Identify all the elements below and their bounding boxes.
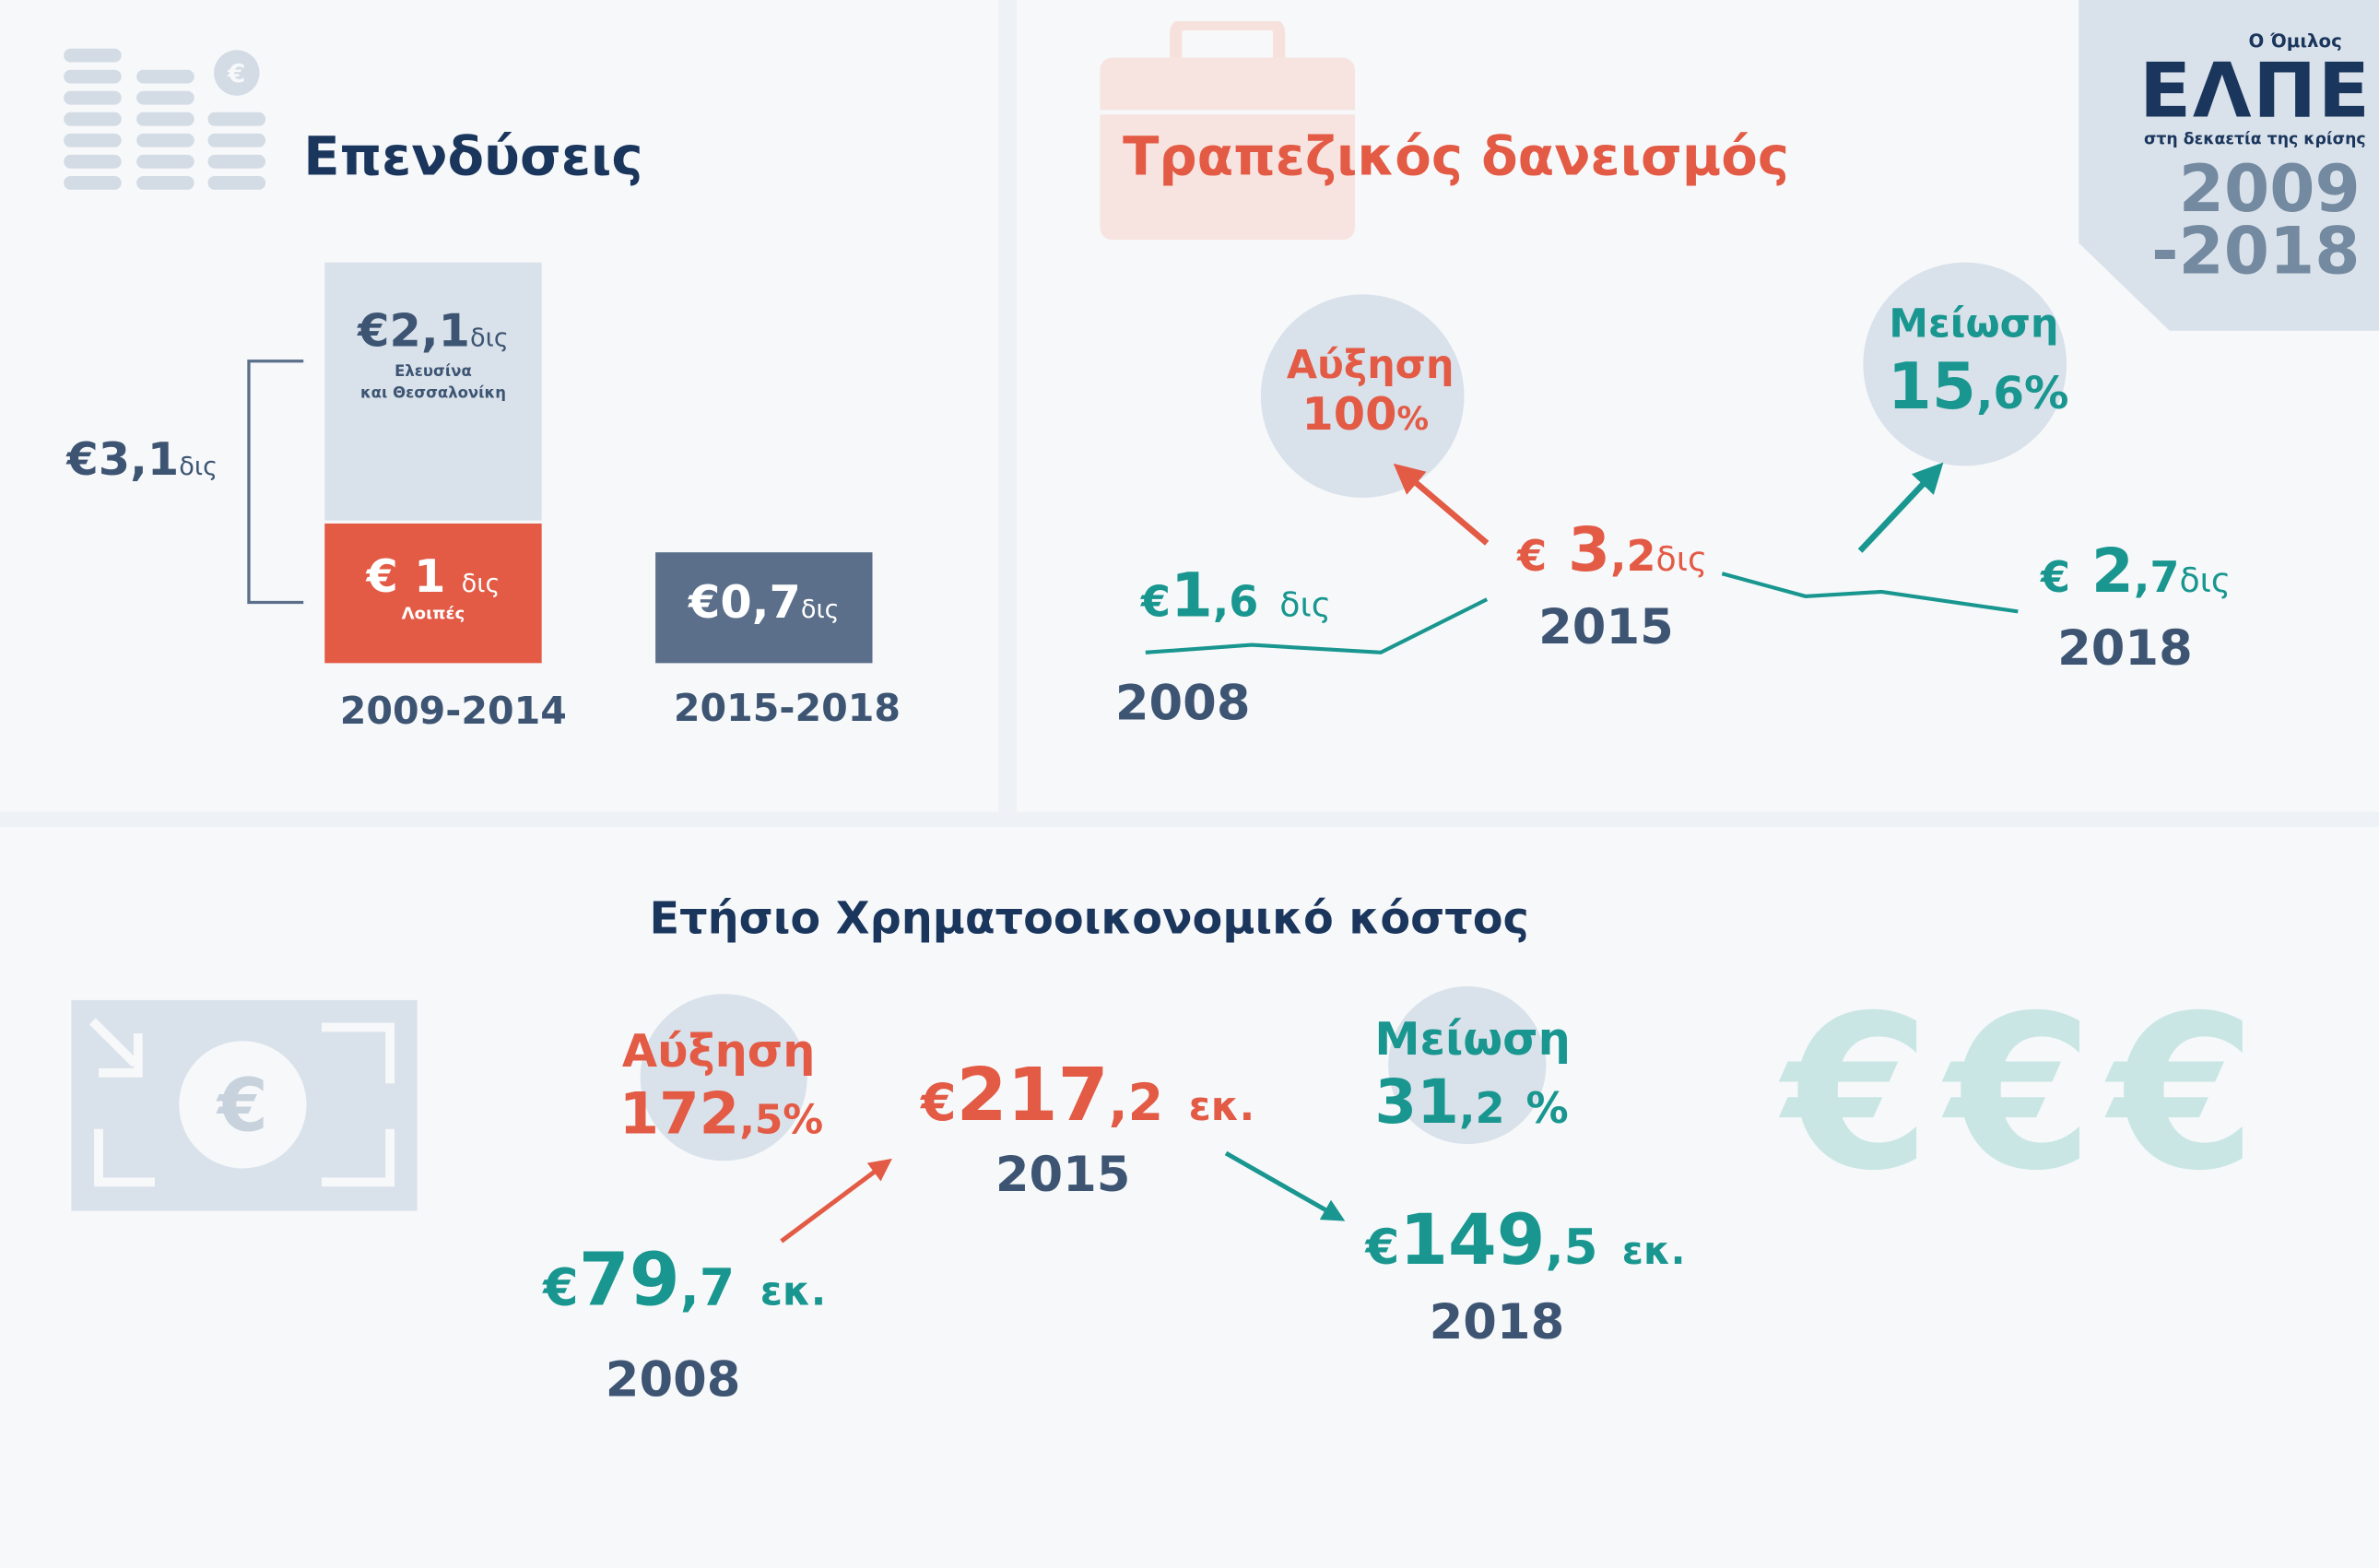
period-label: 2015-2018 xyxy=(673,686,901,730)
cost-increase-circle xyxy=(640,994,807,1161)
cost-decrease-arrow xyxy=(1224,1150,1346,1221)
loans-line-2008-2015 xyxy=(1145,597,1489,654)
cost-value-2015: €217,2 εκ. xyxy=(921,1053,1255,1138)
logo-tagline: στη δεκαετία της κρίσης xyxy=(2143,130,2366,149)
bar-segment-elefsina-thessaloniki: €2,1δις Ελευσίνα και Θεσσαλονίκη xyxy=(324,262,542,521)
cost-year-2018: 2018 xyxy=(1429,1292,1565,1351)
loans-line-2015-2018 xyxy=(1721,572,2019,614)
cost-value-2018: €149,5 εκ. xyxy=(1365,1198,1686,1281)
briefcase-icon xyxy=(1100,21,1355,241)
logo-small: Ο Όμιλος xyxy=(2248,29,2342,52)
logo-panel xyxy=(2079,0,2379,331)
divider-vertical xyxy=(998,0,1017,812)
cost-increase-arrow xyxy=(780,1158,892,1244)
period-label: 2009-2014 xyxy=(339,689,567,734)
bar-segment-other: € 1 δις Λοιπές xyxy=(324,523,542,664)
loans-increase-value: 100% xyxy=(1301,388,1430,442)
svg-text:€: € xyxy=(227,58,245,88)
loans-increase-arrow xyxy=(1393,463,1490,546)
investments-total: €3,1δις xyxy=(66,433,218,488)
cost-decrease-circle xyxy=(1388,985,1547,1145)
cost-decrease-value: 31,2 % xyxy=(1374,1067,1569,1138)
bracket xyxy=(247,360,304,605)
euro-decoration: €€€ xyxy=(1783,971,2272,1219)
coins-euro-icon: € xyxy=(64,48,266,190)
loans-title: Τραπεζικός δανεισμός xyxy=(1123,127,1790,189)
decrease-circle xyxy=(1863,262,2067,466)
loans-value-2015: € 3,2δις xyxy=(1517,515,1708,586)
loans-value-2018: € 2,7δις xyxy=(2041,536,2232,607)
cost-value-2008: €79,7 εκ. xyxy=(543,1238,827,1324)
investments-title: Επενδύσεις xyxy=(303,127,643,189)
cost-year-2008: 2008 xyxy=(605,1350,741,1409)
logo-brand: ΕΛΠΕ xyxy=(2139,47,2372,136)
loans-year-2018: 2018 xyxy=(2057,619,2193,678)
cost-increase-value: 172,5% xyxy=(618,1080,824,1148)
banknote-euro-icon: € xyxy=(71,999,418,1211)
bar-2015-2018: €0,7δις xyxy=(655,552,873,664)
loans-year-2015: 2015 xyxy=(1538,597,1674,656)
cost-decrease-label: Μείωση xyxy=(1374,1013,1571,1067)
cost-year-2015: 2015 xyxy=(995,1145,1131,1204)
logo-years-end: -2018 xyxy=(2151,214,2361,290)
cost-title: Ετήσιο Χρηματοοικονομικό κόστος xyxy=(649,891,1529,944)
cost-increase-label: Αύξηση xyxy=(621,1025,816,1079)
loans-value-2008: €1,6 δις xyxy=(1140,561,1331,631)
loans-decrease-arrow xyxy=(1857,462,1944,553)
svg-text:€: € xyxy=(216,1063,268,1148)
increase-circle xyxy=(1260,294,1465,498)
loans-year-2008: 2008 xyxy=(1114,673,1251,732)
loans-decrease-label: Μείωση xyxy=(1889,301,2059,348)
loans-decrease-value: 15,6% xyxy=(1887,348,2069,424)
divider-horizontal xyxy=(0,811,2379,828)
loans-increase-label: Αύξηση xyxy=(1286,343,1454,389)
logo-years-start: 2009 xyxy=(2178,151,2361,228)
